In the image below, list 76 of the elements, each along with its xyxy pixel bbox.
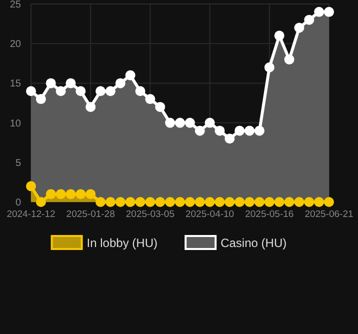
point xyxy=(234,197,245,207)
y-tick-label: 15 xyxy=(10,78,22,90)
point xyxy=(36,197,46,207)
point xyxy=(175,118,185,128)
point xyxy=(115,78,126,88)
point xyxy=(175,197,185,207)
point xyxy=(314,197,324,207)
y-tick-label: 25 xyxy=(10,0,22,10)
y-tick-label: 0 xyxy=(15,198,22,208)
point xyxy=(105,197,116,207)
x-tick-label: 2025-01-28 xyxy=(66,209,115,220)
point xyxy=(234,126,245,136)
point xyxy=(284,54,294,64)
point xyxy=(155,197,166,207)
point xyxy=(214,126,225,136)
point xyxy=(244,126,255,136)
point xyxy=(194,126,205,136)
x-tick-label: 2025-05-16 xyxy=(245,209,294,220)
point xyxy=(214,197,225,207)
point xyxy=(314,6,324,17)
point xyxy=(165,118,176,128)
point xyxy=(135,86,146,96)
point xyxy=(204,197,215,207)
point xyxy=(244,197,255,207)
point xyxy=(274,30,284,41)
point xyxy=(145,94,156,104)
point xyxy=(86,189,96,200)
point xyxy=(274,197,284,207)
x-tick-label: 2025-03-05 xyxy=(126,209,175,220)
y-tick-label: 20 xyxy=(10,39,22,50)
y-tick-label: 10 xyxy=(10,118,22,130)
legend-label: In lobby (HU) xyxy=(86,236,158,250)
point xyxy=(56,86,66,96)
point xyxy=(304,197,314,207)
point xyxy=(254,126,264,136)
point xyxy=(294,22,304,33)
point xyxy=(66,189,76,200)
point xyxy=(145,197,156,207)
point xyxy=(264,62,274,72)
point xyxy=(36,94,46,104)
point xyxy=(26,86,36,96)
point xyxy=(26,181,36,192)
point xyxy=(76,189,86,200)
point xyxy=(224,197,235,207)
point xyxy=(184,197,195,207)
point xyxy=(125,197,136,207)
point xyxy=(96,86,106,96)
point xyxy=(194,197,205,207)
x-tick-label: 2024-12-12 xyxy=(6,209,56,220)
x-tick-label: 2025-06-21 xyxy=(304,209,354,220)
point xyxy=(125,70,136,80)
point xyxy=(294,197,304,207)
point xyxy=(66,78,76,88)
point xyxy=(184,118,195,128)
y-tick-label: 5 xyxy=(15,158,22,169)
point xyxy=(224,134,235,144)
point xyxy=(264,197,274,207)
point xyxy=(105,86,116,96)
point xyxy=(284,197,294,207)
point xyxy=(46,189,56,200)
point xyxy=(324,6,334,17)
point xyxy=(135,197,146,207)
point xyxy=(165,197,176,207)
point xyxy=(204,118,215,128)
point xyxy=(115,197,126,207)
point xyxy=(86,102,96,112)
x-tick-label: 2025-04-10 xyxy=(185,209,234,220)
point xyxy=(155,102,166,112)
point xyxy=(304,14,314,25)
point xyxy=(254,197,264,207)
point xyxy=(76,86,86,96)
point xyxy=(324,197,334,207)
legend-label: Casino (HU) xyxy=(220,236,287,250)
point xyxy=(56,189,66,200)
point xyxy=(46,78,56,88)
point xyxy=(96,197,106,207)
